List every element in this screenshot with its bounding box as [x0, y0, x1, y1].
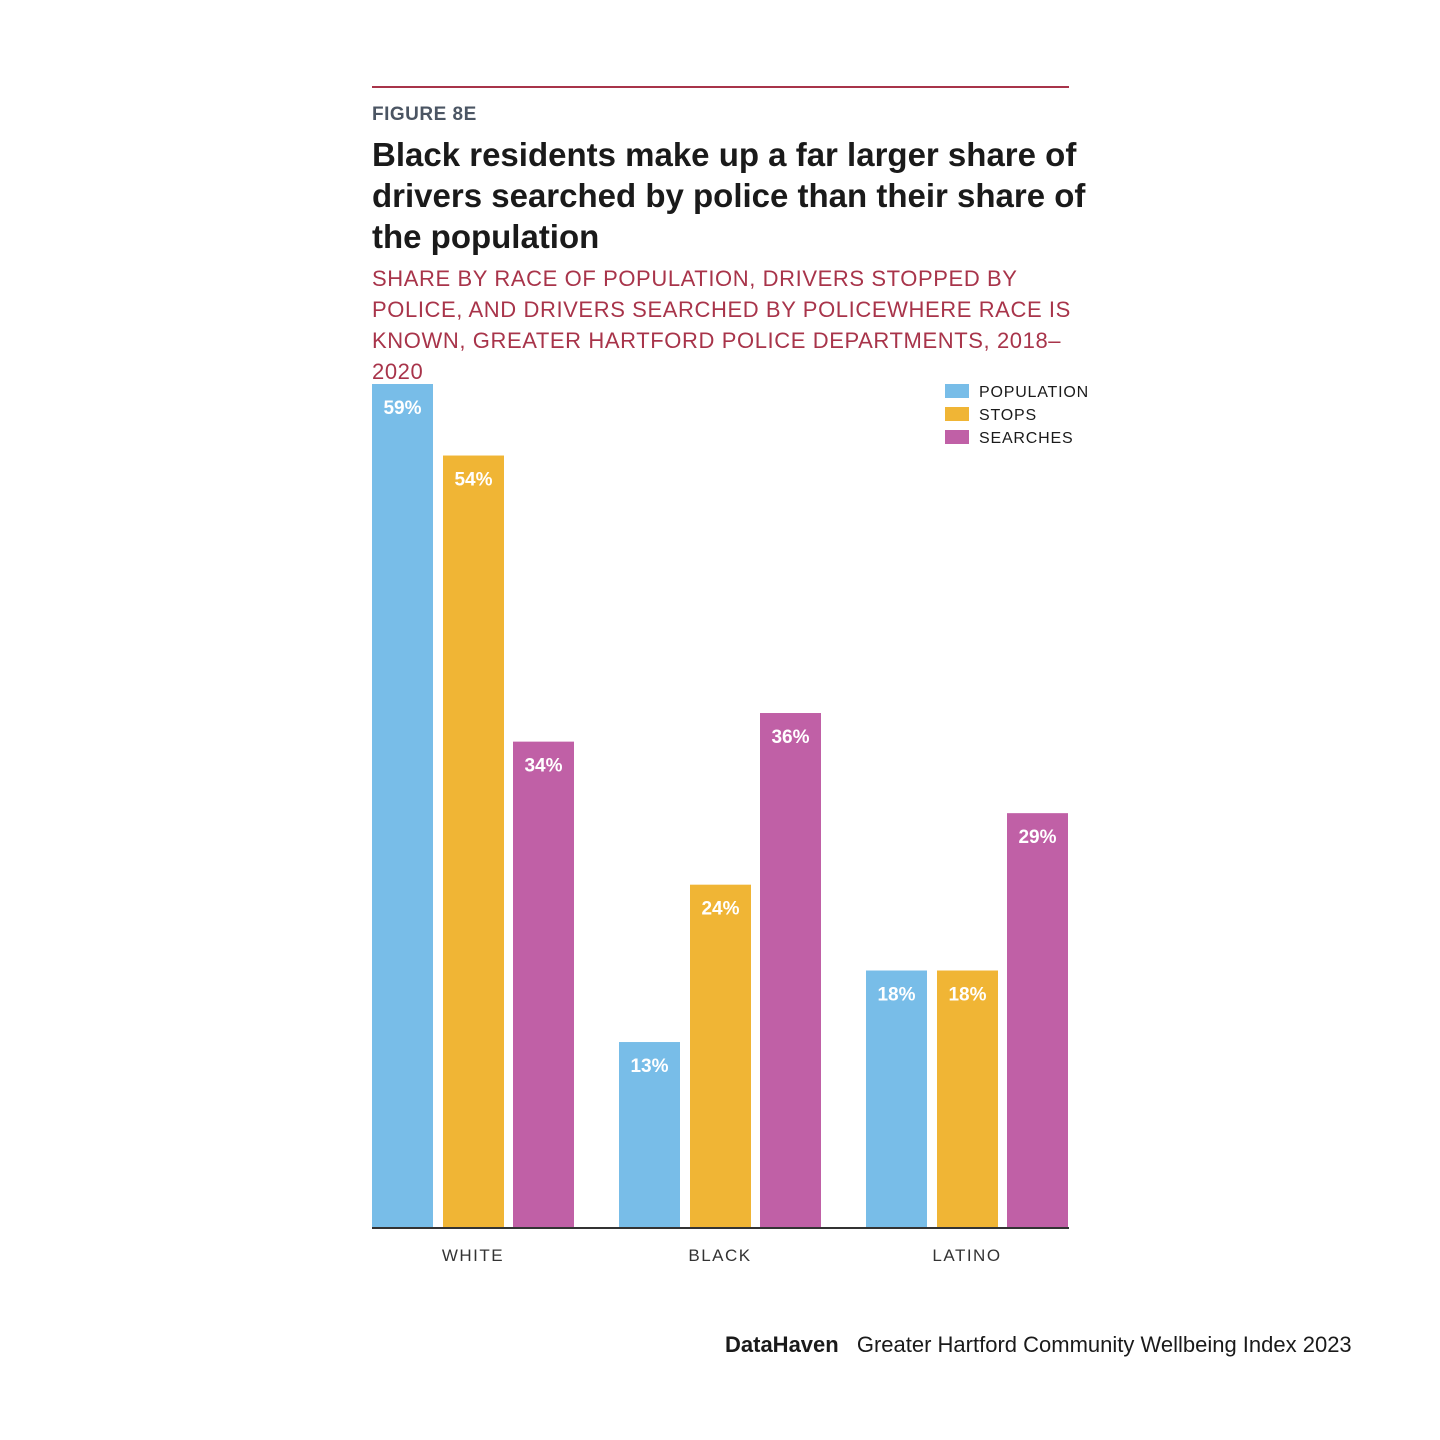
- figure-label: FIGURE 8E: [372, 104, 477, 125]
- bar-stops-latino: [937, 970, 998, 1228]
- data-label-population-black: 13%: [630, 1056, 668, 1077]
- x-tick-label-white: WHITE: [442, 1246, 504, 1265]
- bar-searches-latino: [1007, 813, 1068, 1228]
- x-tick-label-black: BLACK: [688, 1246, 751, 1265]
- bar-population-latino: [866, 970, 927, 1228]
- data-label-population-latino: 18%: [877, 985, 915, 1006]
- footer-brand: DataHaven: [725, 1332, 839, 1357]
- legend-swatch-population: [945, 384, 969, 398]
- data-label-searches-white: 34%: [524, 756, 562, 777]
- data-label-stops-white: 54%: [454, 470, 492, 491]
- legend-label-population: POPULATION: [979, 384, 1089, 401]
- data-label-population-white: 59%: [383, 398, 421, 419]
- bar-population-black: [619, 1042, 680, 1228]
- legend-label-stops: STOPS: [979, 407, 1037, 424]
- data-label-stops-latino: 18%: [948, 985, 986, 1006]
- bar-stops-white: [443, 455, 504, 1229]
- data-label-searches-black: 36%: [771, 727, 809, 748]
- footer-publication: Greater Hartford Community Wellbeing Ind…: [856, 1332, 1352, 1357]
- chart-title: Black residents make up a far larger sha…: [372, 136, 1086, 255]
- chart-subtitle: SHARE BY RACE OF POPULATION, DRIVERS STO…: [372, 266, 1071, 384]
- data-label-stops-black: 24%: [701, 899, 739, 920]
- x-tick-label-latino: LATINO: [932, 1246, 1001, 1265]
- bar-population-white: [372, 384, 433, 1228]
- legend-swatch-searches: [945, 430, 969, 444]
- legend-label-searches: SEARCHES: [979, 430, 1073, 447]
- bar-searches-white: [513, 741, 574, 1228]
- header-rule: [372, 86, 1069, 88]
- bar-searches-black: [760, 713, 821, 1228]
- legend-swatch-stops: [945, 407, 969, 421]
- footer: DataHaven Greater Hartford Community Wel…: [725, 1332, 1352, 1358]
- data-label-searches-latino: 29%: [1018, 827, 1056, 848]
- bar-stops-black: [690, 884, 751, 1228]
